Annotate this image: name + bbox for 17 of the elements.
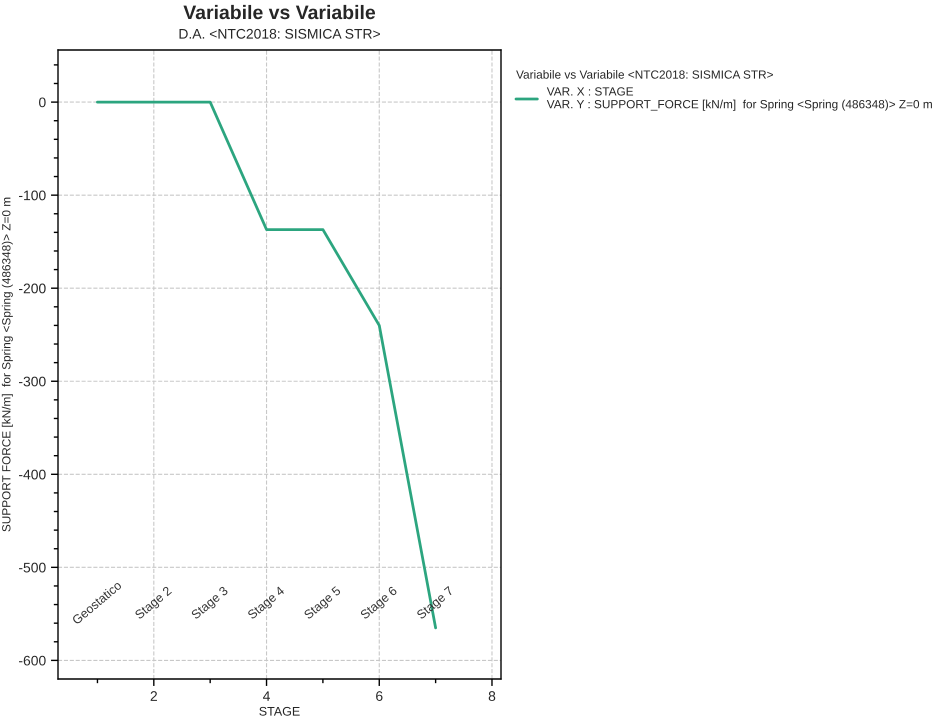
legend-label: VAR. X : STAGE VAR. Y : SUPPORT_FORCE [kN/m] for Spring <Spring (486348)> Z=0 m [546, 87, 932, 111]
x-tick-label: 6 [376, 691, 383, 702]
y-tick-label: -300 [19, 376, 46, 386]
y-tick-label: -500 [19, 562, 46, 573]
chart-title: Variabile vs Variabile [183, 4, 376, 20]
y-tick-label: -400 [19, 470, 46, 480]
x-tick-label: 2 [150, 691, 157, 701]
y-tick-label: -100 [19, 190, 46, 200]
x-tick-label: 8 [488, 691, 496, 702]
y-tick-label: -200 [19, 284, 46, 294]
x-tick-label: 4 [262, 691, 270, 701]
chart-subtitle: D.A. <NTC2018: SISMICA STR> [180, 28, 380, 39]
y-axis-title: SUPPORT FORCE [kN/m] for Spring <Spring (486348)> Z=0 m [2, 198, 13, 532]
y-tick-label: -600 [19, 656, 46, 666]
legend-title: Variabile vs Variabile <NTC2018: SISMICA STR> [516, 70, 773, 79]
y-tick-label: 0 [39, 97, 46, 108]
x-axis-title: STAGE [259, 706, 300, 716]
